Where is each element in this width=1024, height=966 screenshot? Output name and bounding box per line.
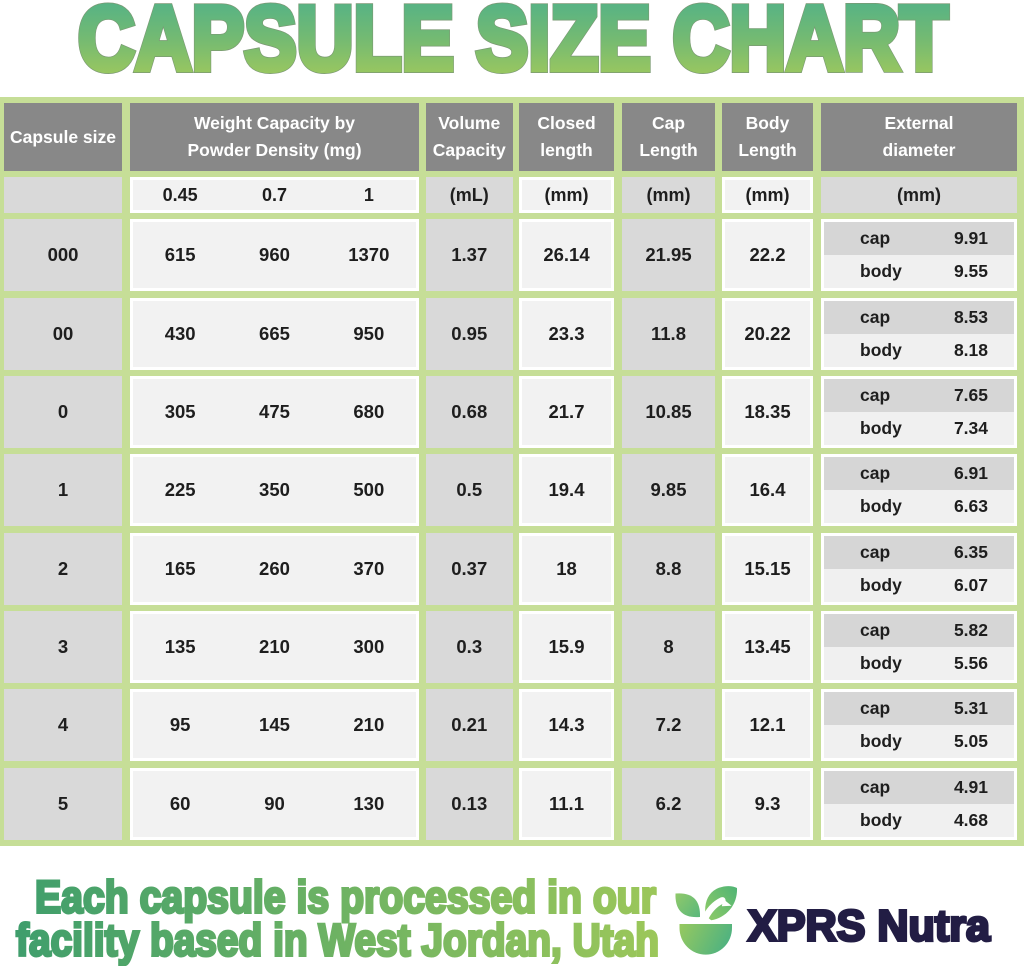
svg-text:CAPSULE SIZE CHART: CAPSULE SIZE CHART [78, 0, 948, 90]
svg-text:XPRS Nutra: XPRS Nutra [748, 902, 991, 950]
svg-text:facility based in West Jordan,: facility based in West Jordan, Utah [16, 915, 659, 966]
svg-text:Each capsule is processed in o: Each capsule is processed in our [35, 872, 656, 923]
svg-text:CAPSULE SIZE CHART: CAPSULE SIZE CHART [78, 0, 948, 90]
